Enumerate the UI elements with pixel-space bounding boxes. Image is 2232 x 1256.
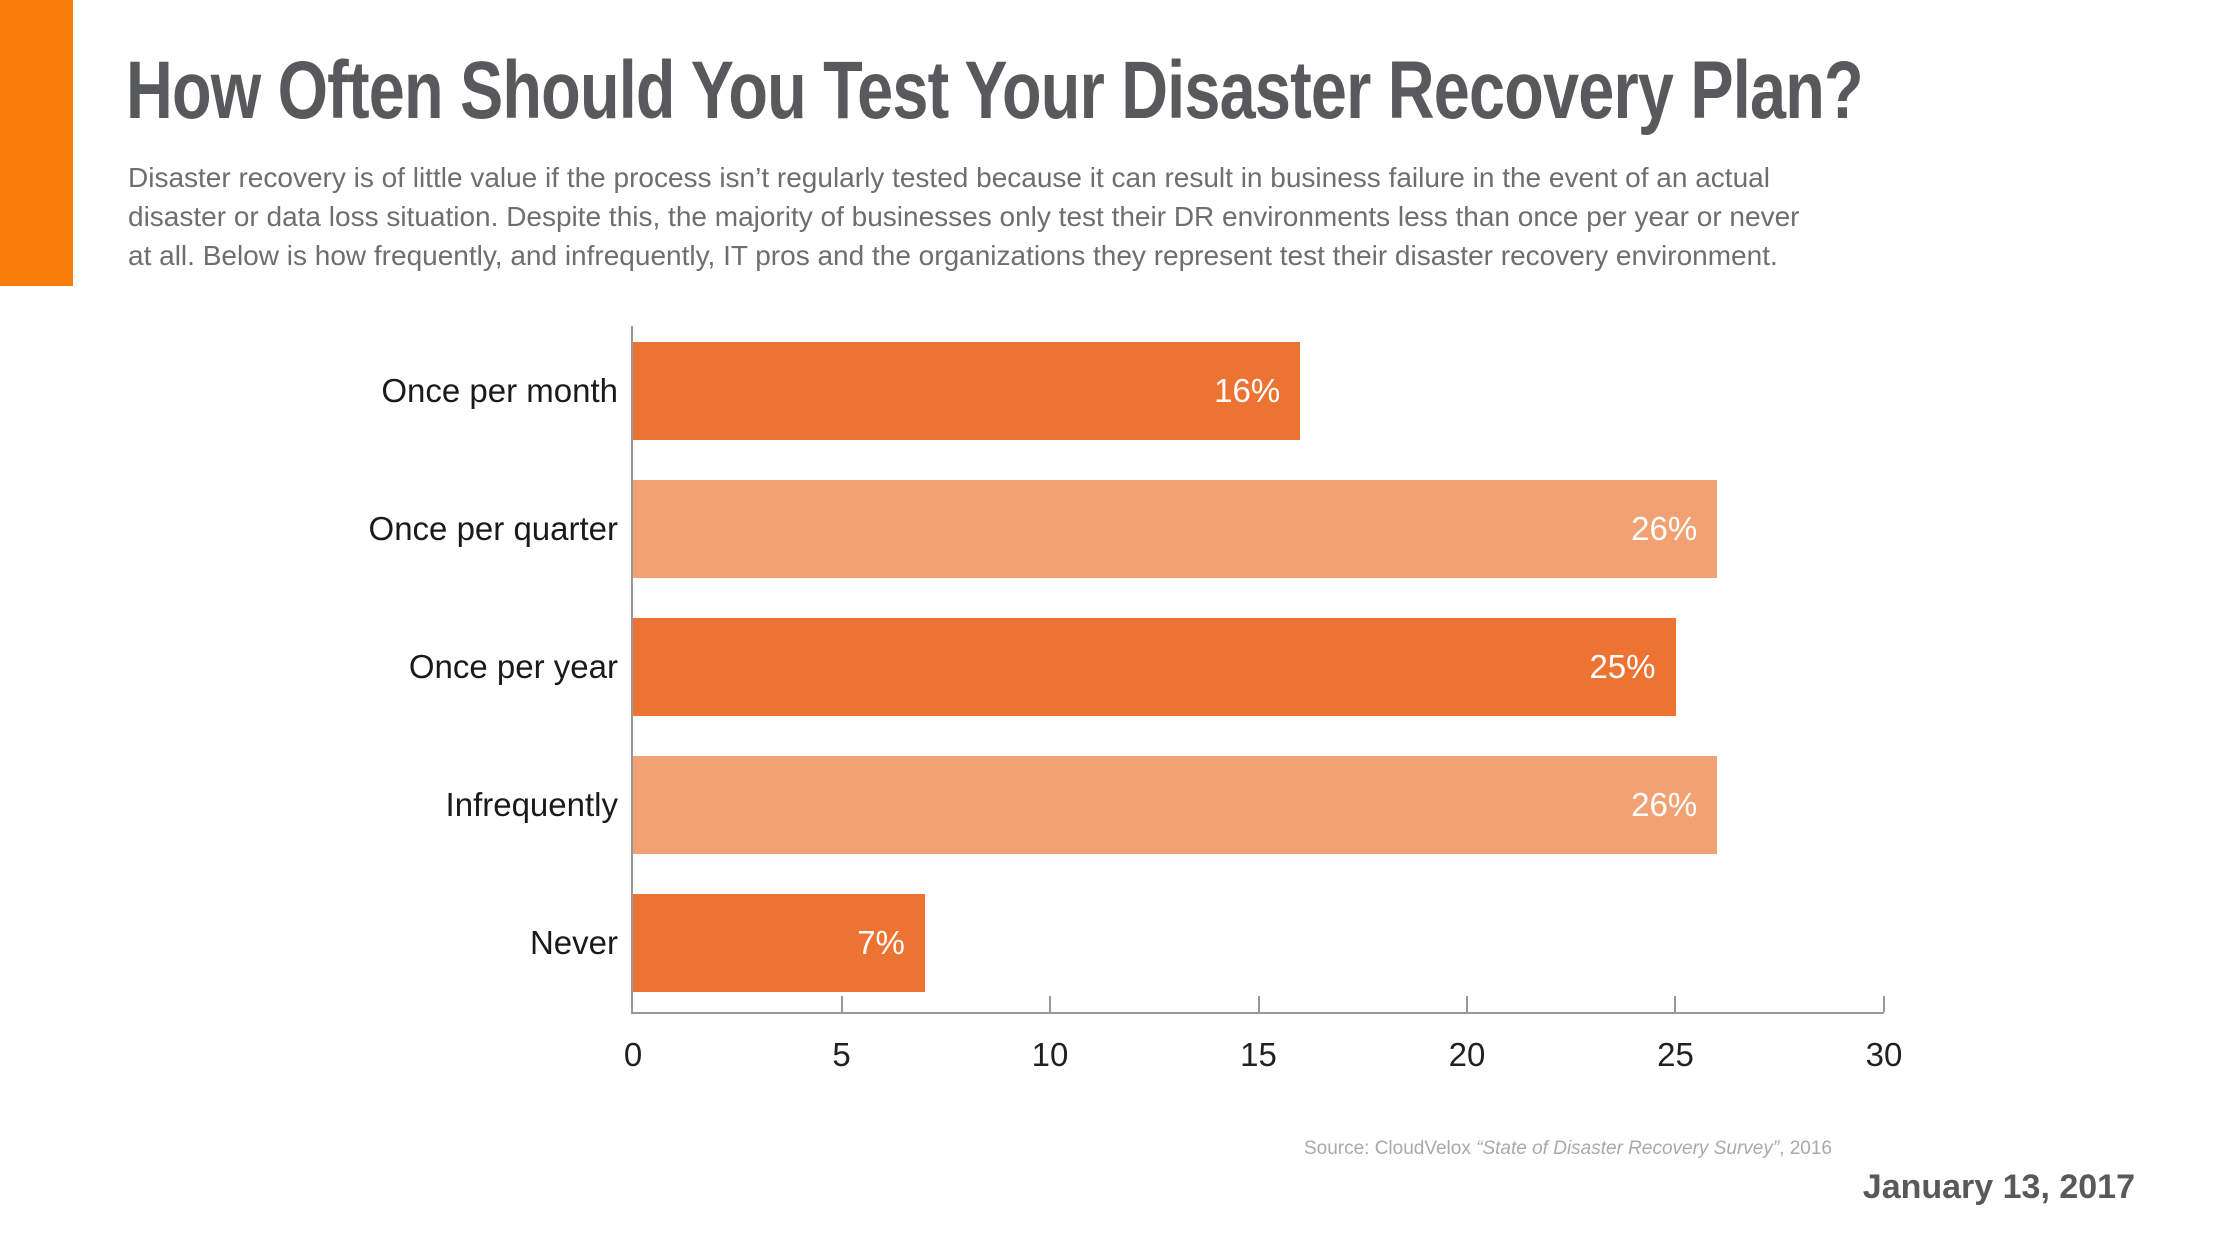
y-category-label: Once per month	[381, 372, 618, 409]
source-suffix: , 2016	[1779, 1138, 1832, 1159]
accent-bar	[0, 0, 73, 286]
x-tick-label: 10	[1031, 1036, 1069, 1073]
x-tick	[1257, 996, 1260, 1012]
bar-chart: 16% 26% 25% 26% 7%	[631, 326, 1885, 1014]
page-title: How Often Should You Test Your Disaster …	[126, 45, 1864, 136]
x-tick-label: 30	[1865, 1036, 1903, 1073]
x-tick-label: 25	[1657, 1036, 1694, 1073]
bar-value-label: 26%	[1631, 510, 1698, 547]
x-tick	[1048, 996, 1051, 1012]
bar: 26%	[633, 480, 1718, 578]
bar: 7%	[633, 894, 925, 992]
source-survey-name: “State of Disaster Recovery Survey”	[1476, 1138, 1780, 1159]
y-category-label: Never	[529, 924, 618, 961]
x-tick	[840, 996, 843, 1012]
source-note: Source: CloudVelox “State of Disaster Re…	[1304, 1138, 1832, 1160]
bar-value-label: 7%	[857, 924, 905, 961]
description-line: at all. Below is how frequently, and inf…	[128, 240, 1778, 271]
description: Disaster recovery is of little value if …	[128, 158, 1799, 275]
description-line: Disaster recovery is of little value if …	[128, 162, 1770, 193]
x-axis-tick-labels: 0 5 10 15 20 25 30	[624, 1036, 1903, 1076]
description-line: disaster or data loss situation. Despite…	[128, 201, 1800, 232]
y-category-label: Once per year	[408, 648, 618, 685]
bar-value-label: 25%	[1589, 648, 1656, 685]
y-category-label: Once per quarter	[368, 510, 618, 547]
bar: 25%	[633, 618, 1676, 716]
bar: 26%	[633, 756, 1718, 854]
bar: 16%	[633, 342, 1301, 440]
y-axis-line	[631, 326, 633, 1014]
x-tick-label: 15	[1240, 1036, 1277, 1073]
y-category-labels: Once per month Once per quarter Once per…	[130, 326, 618, 1014]
x-axis-line	[631, 1012, 1884, 1014]
source-prefix: Source: CloudVelox	[1303, 1138, 1477, 1159]
x-tick-label: 20	[1448, 1036, 1486, 1073]
bar-value-label: 26%	[1631, 786, 1698, 823]
x-tick	[1466, 996, 1468, 1012]
x-tick	[1674, 996, 1677, 1012]
x-tick-label: 5	[832, 1036, 851, 1073]
bar-value-label: 16%	[1214, 372, 1281, 409]
x-tick	[1883, 996, 1885, 1012]
y-category-label: Infrequently	[445, 786, 618, 823]
date-stamp: January 13, 2017	[1862, 1168, 2135, 1206]
x-tick-label: 0	[623, 1036, 643, 1073]
